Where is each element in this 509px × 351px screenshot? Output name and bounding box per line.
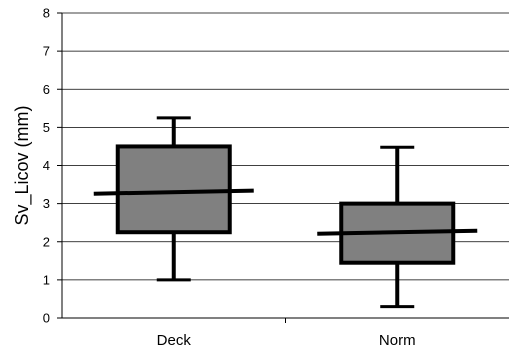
y-tick-label-3: 3 bbox=[43, 196, 50, 211]
x-category-label-norm: Norm bbox=[379, 332, 416, 349]
box-group-norm bbox=[317, 145, 478, 309]
y-tick-label-6: 6 bbox=[43, 82, 50, 97]
y-tick-label-1: 1 bbox=[43, 272, 50, 287]
median-line-deck bbox=[93, 188, 254, 196]
y-tick-label-2: 2 bbox=[43, 234, 50, 249]
box-group-deck bbox=[93, 116, 254, 282]
x-category-label-deck: Deck bbox=[157, 332, 192, 349]
y-tick-label-4: 4 bbox=[43, 158, 50, 173]
y-tick-label-5: 5 bbox=[43, 120, 50, 135]
y-tick-label-8: 8 bbox=[43, 6, 50, 21]
box-series bbox=[93, 116, 478, 309]
box-deck bbox=[115, 144, 232, 235]
y-tick-label-0: 0 bbox=[43, 311, 50, 326]
y-axis-title: Sv_Licov (mm) bbox=[12, 105, 33, 225]
x-tick-labels: Deck Norm bbox=[157, 318, 416, 349]
y-tick-labels: 0 1 2 3 4 5 6 7 8 bbox=[43, 6, 62, 326]
y-tick-label-7: 7 bbox=[43, 44, 50, 59]
median-line-norm bbox=[317, 228, 478, 236]
